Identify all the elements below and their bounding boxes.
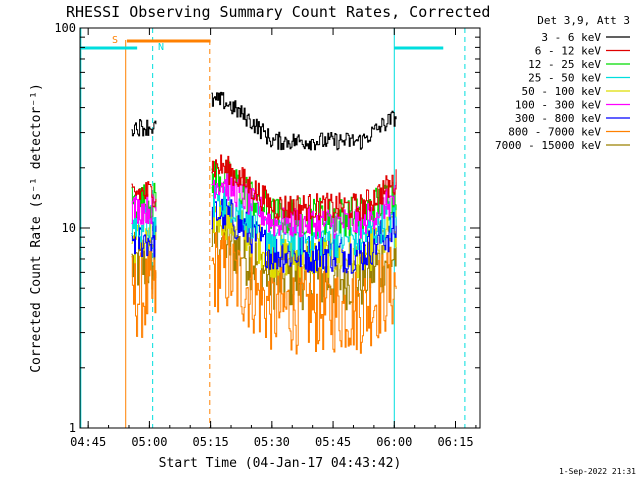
y-tick-label-1: 10	[62, 221, 76, 235]
legend-label-2: 12 - 25 keV	[528, 58, 601, 71]
y-tick-label-2: 100	[54, 21, 76, 35]
x-axis-label: Start Time (04-Jan-17 04:43:42)	[159, 456, 402, 471]
series-trace-5-1	[211, 171, 397, 240]
legend-label-8: 7000 - 15000 keV	[495, 139, 601, 152]
y-axis-ticks: 1 10 100	[54, 21, 480, 435]
series-trace-6-1	[211, 195, 397, 274]
series-800-7000-keV	[131, 228, 397, 355]
series-lines	[131, 91, 397, 355]
legend-label-1: 6 - 12 keV	[535, 45, 602, 58]
series-trace-7-0	[131, 251, 157, 338]
x-axis-ticks: 04:45 05:00 05:15 05:30 05:45 06:00 06:15	[70, 28, 477, 449]
y-axis-label: Corrected Count Rate (s⁻¹ detector⁻¹)	[29, 83, 44, 373]
legend-label-0: 3 - 6 keV	[541, 31, 601, 44]
saa-label: S	[112, 35, 118, 46]
legend-label-4: 50 - 100 keV	[522, 85, 602, 98]
series-trace-0-0	[131, 119, 157, 137]
x-tick-label-1: 05:00	[131, 435, 167, 449]
legend-label-5: 100 - 300 keV	[515, 99, 601, 112]
chart-title: RHESSI Observing Summary Count Rates, Co…	[66, 3, 490, 21]
night-label: N	[158, 42, 164, 53]
series-trace-3-1	[211, 180, 397, 258]
legend-header: Det 3,9, Att 3	[537, 14, 630, 27]
series-3-6-keV	[131, 91, 397, 151]
series-trace-7-1	[211, 228, 397, 355]
legend-label-7: 800 - 7000 keV	[508, 126, 601, 139]
x-tick-label-2: 05:15	[193, 435, 229, 449]
legend-label-3: 25 - 50 keV	[528, 72, 601, 85]
legend-label-6: 300 - 800 keV	[515, 112, 601, 125]
footer-timestamp: 1-Sep-2022 21:31	[559, 467, 636, 476]
x-tick-label-0: 04:45	[70, 435, 106, 449]
series-trace-0-1	[211, 91, 397, 151]
series-trace-1-0	[131, 181, 157, 208]
y-tick-label-0: 1	[69, 421, 76, 435]
x-tick-label-6: 06:15	[437, 435, 473, 449]
x-tick-label-3: 05:30	[254, 435, 290, 449]
x-tick-label-4: 05:45	[315, 435, 351, 449]
x-tick-label-5: 06:00	[376, 435, 412, 449]
series-trace-1-1	[211, 154, 397, 222]
series-6-12-keV	[131, 154, 397, 222]
